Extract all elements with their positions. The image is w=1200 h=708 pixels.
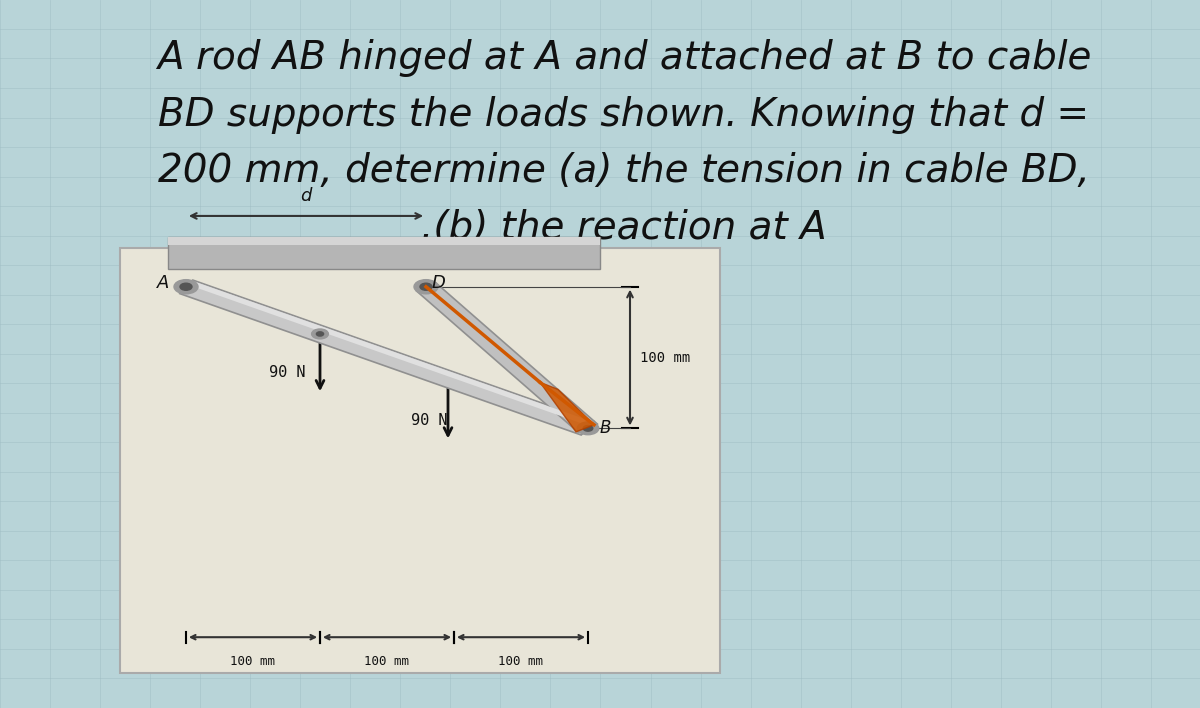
Text: 100 mm: 100 mm	[230, 655, 276, 668]
Circle shape	[577, 422, 599, 435]
Polygon shape	[184, 279, 590, 425]
Circle shape	[180, 283, 192, 290]
FancyBboxPatch shape	[120, 248, 720, 673]
Text: d: d	[300, 188, 312, 205]
Circle shape	[583, 426, 593, 431]
Text: 200 mm, determine (a) the tension in cable BD,: 200 mm, determine (a) the tension in cab…	[158, 152, 1090, 190]
Text: 100 mm: 100 mm	[640, 350, 690, 365]
Text: BD supports the loads shown. Knowing that d =: BD supports the loads shown. Knowing tha…	[158, 96, 1090, 134]
FancyBboxPatch shape	[168, 237, 600, 269]
Circle shape	[174, 280, 198, 294]
Text: 100 mm: 100 mm	[498, 655, 544, 668]
FancyBboxPatch shape	[168, 237, 600, 245]
Polygon shape	[179, 280, 595, 435]
Text: A rod AB hinged at A and attached at B to cable: A rod AB hinged at A and attached at B t…	[157, 39, 1091, 77]
Text: .(b) the reaction at A: .(b) the reaction at A	[421, 209, 827, 247]
Circle shape	[317, 332, 324, 336]
Circle shape	[414, 280, 438, 294]
Polygon shape	[540, 382, 594, 432]
Text: 90 N: 90 N	[412, 413, 448, 428]
Circle shape	[420, 283, 432, 290]
Text: D: D	[432, 274, 446, 292]
Text: 90 N: 90 N	[269, 365, 306, 380]
Text: A: A	[157, 274, 169, 292]
Text: 100 mm: 100 mm	[365, 655, 409, 668]
Circle shape	[312, 329, 329, 339]
Text: B: B	[600, 419, 611, 438]
Polygon shape	[416, 282, 598, 433]
